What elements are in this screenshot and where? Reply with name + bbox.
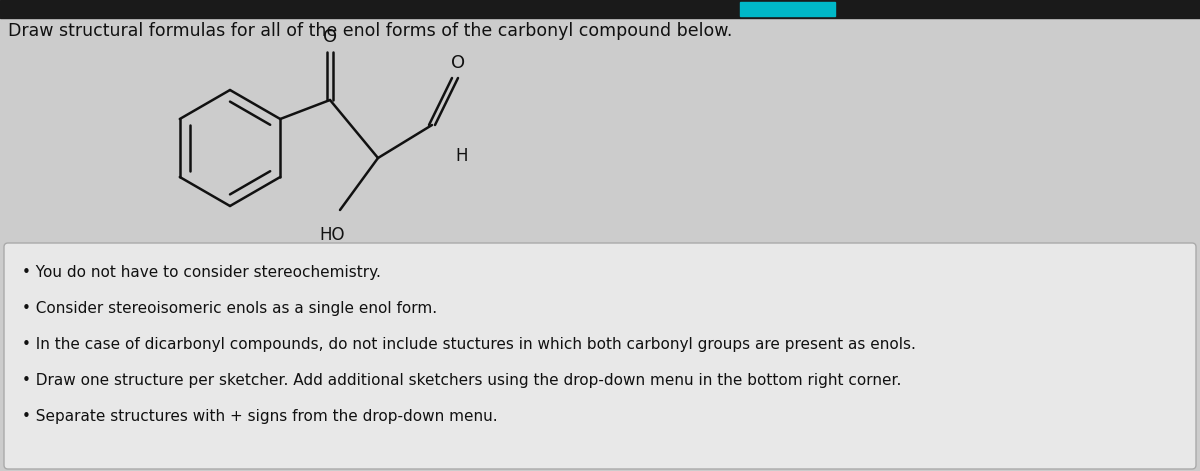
Text: H: H [456, 147, 468, 165]
Text: • Separate structures with + signs from the drop-down menu.: • Separate structures with + signs from … [22, 409, 498, 424]
Bar [740, 2, 835, 16]
Text: • You do not have to consider stereochemistry.: • You do not have to consider stereochem… [22, 265, 380, 280]
Text: Draw structural formulas for all of the enol forms of the carbonyl compound belo: Draw structural formulas for all of the … [8, 22, 732, 40]
Text: HO: HO [319, 226, 344, 244]
FancyBboxPatch shape [4, 243, 1196, 469]
Text: • Draw one structure per sketcher. Add additional sketchers using the drop-down : • Draw one structure per sketcher. Add a… [22, 373, 901, 388]
Text: • Consider stereoisomeric enols as a single enol form.: • Consider stereoisomeric enols as a sin… [22, 301, 437, 316]
Text: O: O [451, 54, 466, 72]
Bar [0, 0, 1200, 18]
Text: • In the case of dicarbonyl compounds, do not include stuctures in which both ca: • In the case of dicarbonyl compounds, d… [22, 337, 916, 352]
Text: O: O [323, 28, 337, 46]
